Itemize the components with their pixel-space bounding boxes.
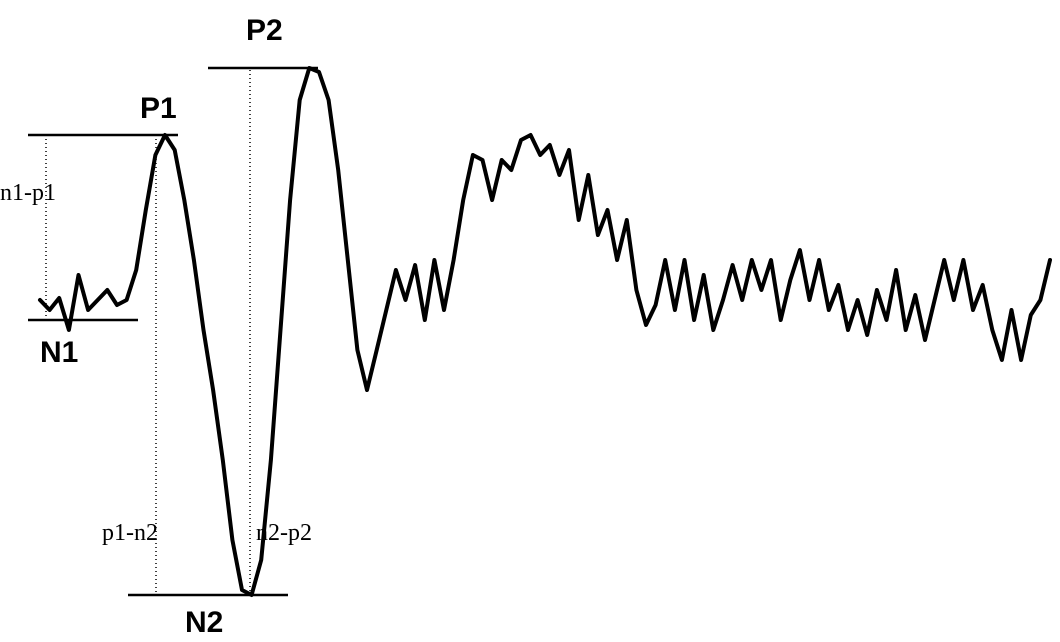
peak-label-P2: P2 bbox=[246, 14, 283, 47]
waveform-figure: P1 P2 N1 N2 n1-p1 p1-n2 n2-p2 bbox=[0, 0, 1060, 642]
peak-label-N2: N2 bbox=[185, 606, 223, 639]
peak-label-N1: N1 bbox=[40, 336, 78, 369]
peak-label-P1: P1 bbox=[140, 92, 177, 125]
amplitude-label-n2_p2: n2-p2 bbox=[256, 520, 312, 546]
amplitude-label-p1_n2: p1-n2 bbox=[102, 520, 158, 546]
amplitude-label-n1_p1: n1-p1 bbox=[0, 180, 56, 206]
